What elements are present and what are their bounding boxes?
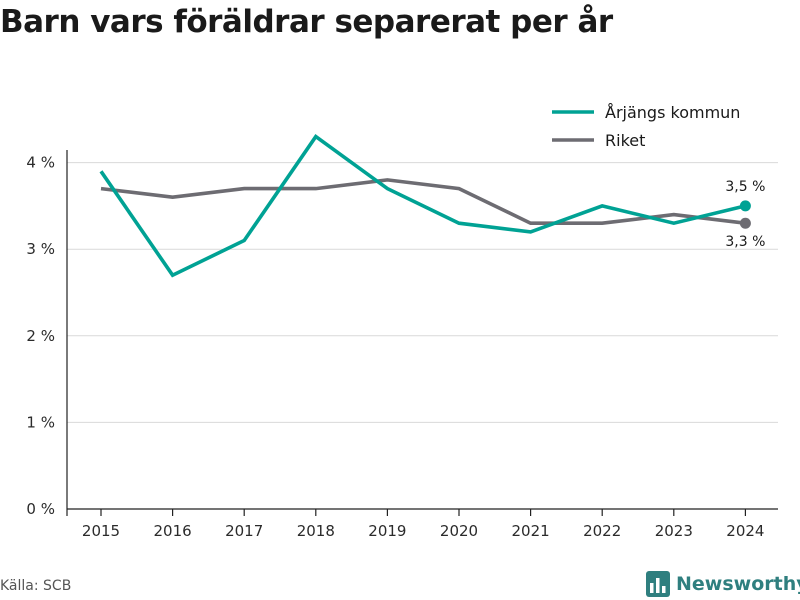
gridlines	[67, 162, 778, 423]
x-tick-label: 2024	[726, 522, 764, 540]
series-lines: 3,5 % 3,3 %	[99, 134, 765, 278]
axes: 0 % 1 % 2 % 3 % 4 % 2015 2016 2017 2018 2019 2020 2…	[26, 150, 778, 540]
series-end-marker	[739, 200, 751, 212]
x-tick-label: 2021	[512, 522, 550, 540]
y-tick-label: 4 %	[26, 154, 55, 172]
series-end-marker	[739, 217, 751, 229]
x-tick-label: 2016	[154, 522, 192, 540]
y-tick-label: 2 %	[26, 327, 55, 345]
x-tick-label: 2022	[583, 522, 621, 540]
legend-label: Riket	[605, 131, 645, 150]
series-end-label: 3,5 %	[725, 179, 765, 195]
x-tick-label: 2019	[368, 522, 406, 540]
series-line	[99, 134, 746, 278]
brand-logo[interactable]: Newsworthy	[646, 568, 800, 600]
y-tick-label: 1 %	[26, 413, 55, 431]
series-line	[100, 178, 746, 225]
y-tick-label: 3 %	[26, 240, 55, 258]
series-end-label: 3,3 %	[725, 234, 765, 250]
x-tick-label: 2017	[225, 522, 263, 540]
bar-chart-logo-icon	[646, 571, 670, 597]
source-note: Källa: SCB	[0, 578, 72, 594]
x-tick-label: 2015	[82, 522, 120, 540]
y-tick-label: 0 %	[26, 500, 55, 518]
x-tick-label: 2023	[655, 522, 693, 540]
x-tick-label: 2020	[440, 522, 478, 540]
legend-label: Årjängs kommun	[605, 103, 740, 122]
x-tick-label: 2018	[297, 522, 335, 540]
brand-name: Newsworthy	[676, 573, 800, 595]
legend: Årjängs kommun Riket	[552, 103, 740, 150]
chart-title: Barn vars föräldrar separerat per år	[0, 4, 613, 40]
